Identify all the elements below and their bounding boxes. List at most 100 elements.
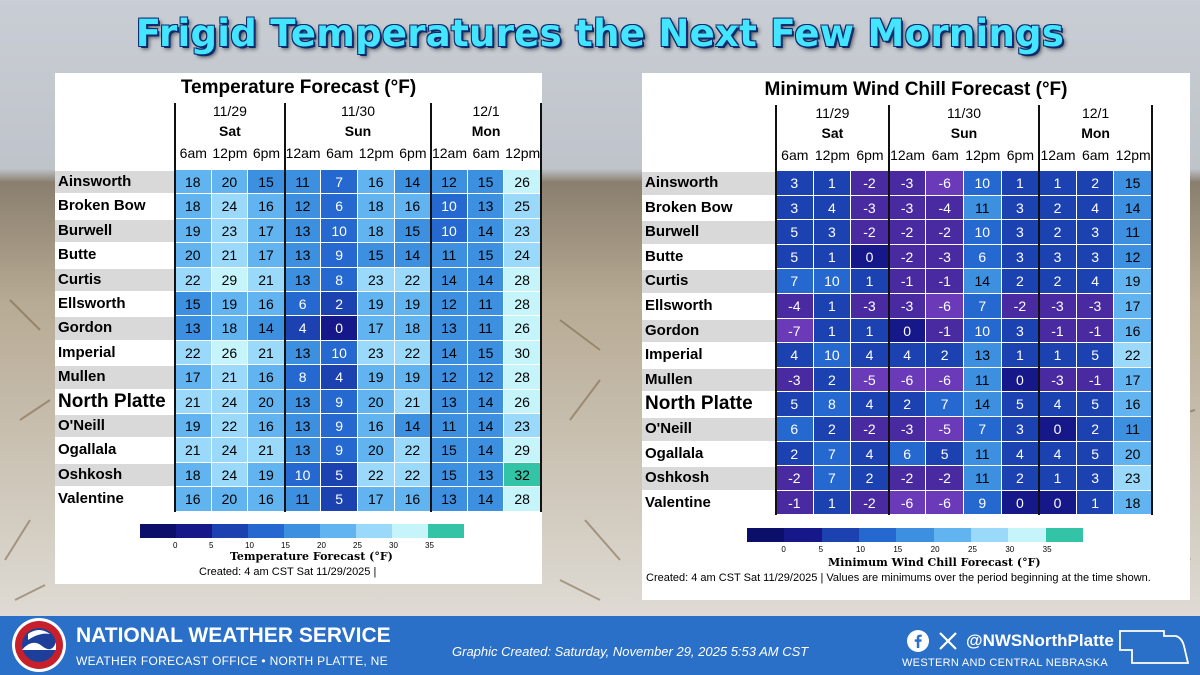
temp-value-cell: 17 [248,218,285,244]
wc-time-header: 6am [1081,147,1110,163]
temp-value-cell: 22 [394,438,432,463]
temp-legend-tick: 0 [173,541,178,550]
wc-date-header: 11/30 [946,105,981,121]
wc-value-cell: 7 [776,269,814,294]
temp-value-cell: 15 [175,292,212,317]
wc-time-header: 12am [1040,147,1076,163]
wc-value-cell: 2 [888,392,927,417]
wc-value-cell: 7 [964,294,1002,319]
temp-value-cell: 13 [284,267,322,292]
temp-value-cell: 14 [467,438,505,463]
wc-station-label: North Platte [642,393,776,416]
temp-value-cell: 20 [358,389,395,414]
wc-value-cell: -3 [888,294,927,319]
wc-value-cell: 4 [851,343,889,368]
wc-value-cell: 11 [1114,220,1152,245]
temp-station-label: Butte [55,244,175,267]
temp-station-label: Oshkosh [55,463,175,487]
temp-value-cell: 13 [431,487,468,512]
temp-time-header: 6am [326,145,354,161]
nws-logo-icon [12,618,66,672]
wc-station-label: Ellsworth [642,295,776,318]
temp-value-cell: 13 [284,414,322,439]
wc-value-cell: 6 [888,441,927,467]
temp-value-cell: 16 [248,292,285,317]
wc-value-cell: 3 [1076,220,1115,245]
temp-value-cell: 23 [504,218,541,244]
temp-value-cell: 14 [467,267,505,292]
wc-value-cell: -2 [851,171,889,196]
temp-value-cell: 22 [175,340,212,366]
temp-value-cell: 12 [431,292,468,317]
temp-day-header: Sat [219,123,241,139]
temp-value-cell: 2 [321,292,358,317]
wc-station-label: Imperial [642,344,776,367]
wc-value-cell: 6 [776,417,814,442]
wc-legend-tick: 25 [968,545,977,554]
nws-office-name: WEATHER FORECAST OFFICE • NORTH PLATTE, … [76,654,388,668]
temp-value-cell: 15 [248,170,285,195]
temperature-legend: 0 5 10 15 20 25 30 35 [140,524,464,550]
wc-value-cell: 23 [1114,466,1152,491]
temp-legend-swatch [320,524,356,538]
wc-time-header: 6pm [1006,147,1034,163]
wc-value-cell: -2 [888,466,927,491]
nws-footer-bar: NATIONAL WEATHER SERVICE WEATHER FORECAS… [0,616,1200,675]
temp-value-cell: 12 [431,365,468,390]
temp-value-cell: 17 [358,487,395,512]
wc-value-cell: 10 [964,171,1002,196]
temp-time-header: 12am [431,145,467,161]
social-handle[interactable]: @NWSNorthPlatte [966,631,1114,650]
temp-value-cell: 13 [284,243,322,268]
temp-legend-tick: 25 [353,541,362,550]
temp-value-cell: 15 [394,218,432,244]
facebook-icon[interactable] [907,630,929,652]
temp-value-cell: 22 [175,267,212,292]
temp-value-cell: 16 [175,487,212,512]
temp-value-cell: 11 [431,414,468,439]
temp-value-cell: 13 [467,462,505,488]
wc-value-cell: 1 [1001,343,1040,368]
wc-value-cell: -3 [888,195,927,221]
wc-value-cell: 17 [1114,294,1152,319]
wc-value-cell: -6 [926,171,964,196]
temp-value-cell: 32 [504,462,541,488]
wc-value-cell: 1 [1039,343,1077,368]
wc-legend-tick: 15 [893,545,903,554]
temp-value-cell: 13 [284,389,322,414]
wc-value-cell: 3 [776,171,814,196]
wc-value-cell: 5 [1076,441,1115,467]
wc-value-cell: -6 [926,294,964,319]
wc-value-cell: 5 [1076,392,1115,417]
temp-time-header: 6am [179,145,207,161]
temp-value-cell: 22 [358,462,395,488]
wc-value-cell: 0 [888,318,927,344]
wc-value-cell: 2 [813,367,852,393]
temp-legend-swatch [248,524,284,538]
temp-value-cell: 12 [467,365,505,390]
x-icon[interactable] [938,631,958,651]
wc-value-cell: 2 [851,466,889,491]
wc-legend-tick: 10 [856,545,865,554]
temp-value-cell: 20 [211,170,249,195]
wc-value-cell: 5 [776,392,814,417]
temp-value-cell: 19 [175,414,212,439]
wc-value-cell: 3 [1001,417,1040,442]
wc-value-cell: 4 [851,392,889,417]
wc-value-cell: 17 [1114,367,1152,393]
temp-value-cell: 19 [175,218,212,244]
temp-legend-tick: 5 [209,541,214,550]
temp-legend-swatch [392,524,428,538]
wc-value-cell: 13 [964,343,1002,368]
temp-value-cell: 16 [248,414,285,439]
temp-station-label: Imperial [55,341,175,365]
wc-station-label: Valentine [642,491,776,515]
temp-value-cell: 10 [321,218,358,244]
wc-value-cell: 2 [1039,269,1077,294]
wc-station-label: Mullen [642,368,776,392]
temp-time-header: 12pm [505,145,541,161]
wc-value-cell: 18 [1114,490,1152,516]
wc-legend-tick: 5 [818,545,824,554]
temp-value-cell: 14 [394,243,432,268]
wc-station-label: Broken Bow [642,196,776,220]
